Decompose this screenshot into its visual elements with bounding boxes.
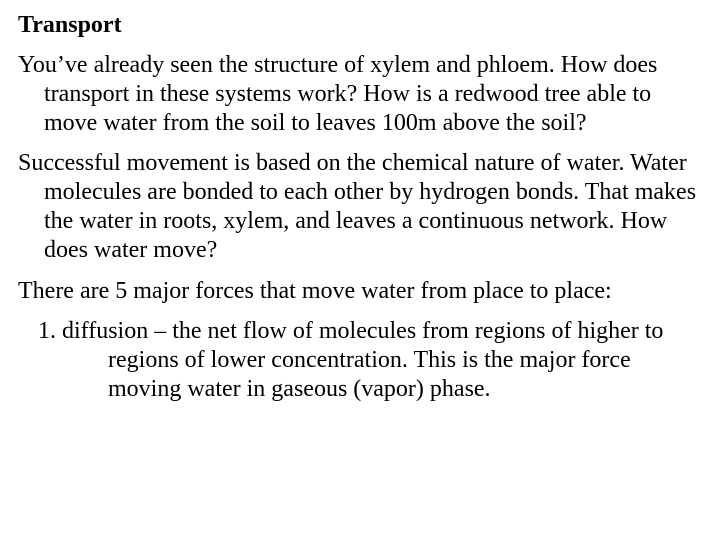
paragraph-2: Successful movement is based on the chem…	[18, 149, 702, 264]
paragraph-3: There are 5 major forces that move water…	[18, 277, 702, 306]
list-item-1: 1. diffusion – the net flow of molecules…	[18, 317, 702, 403]
paragraph-1: You’ve already seen the structure of xyl…	[18, 51, 702, 137]
page-title: Transport	[18, 12, 702, 39]
